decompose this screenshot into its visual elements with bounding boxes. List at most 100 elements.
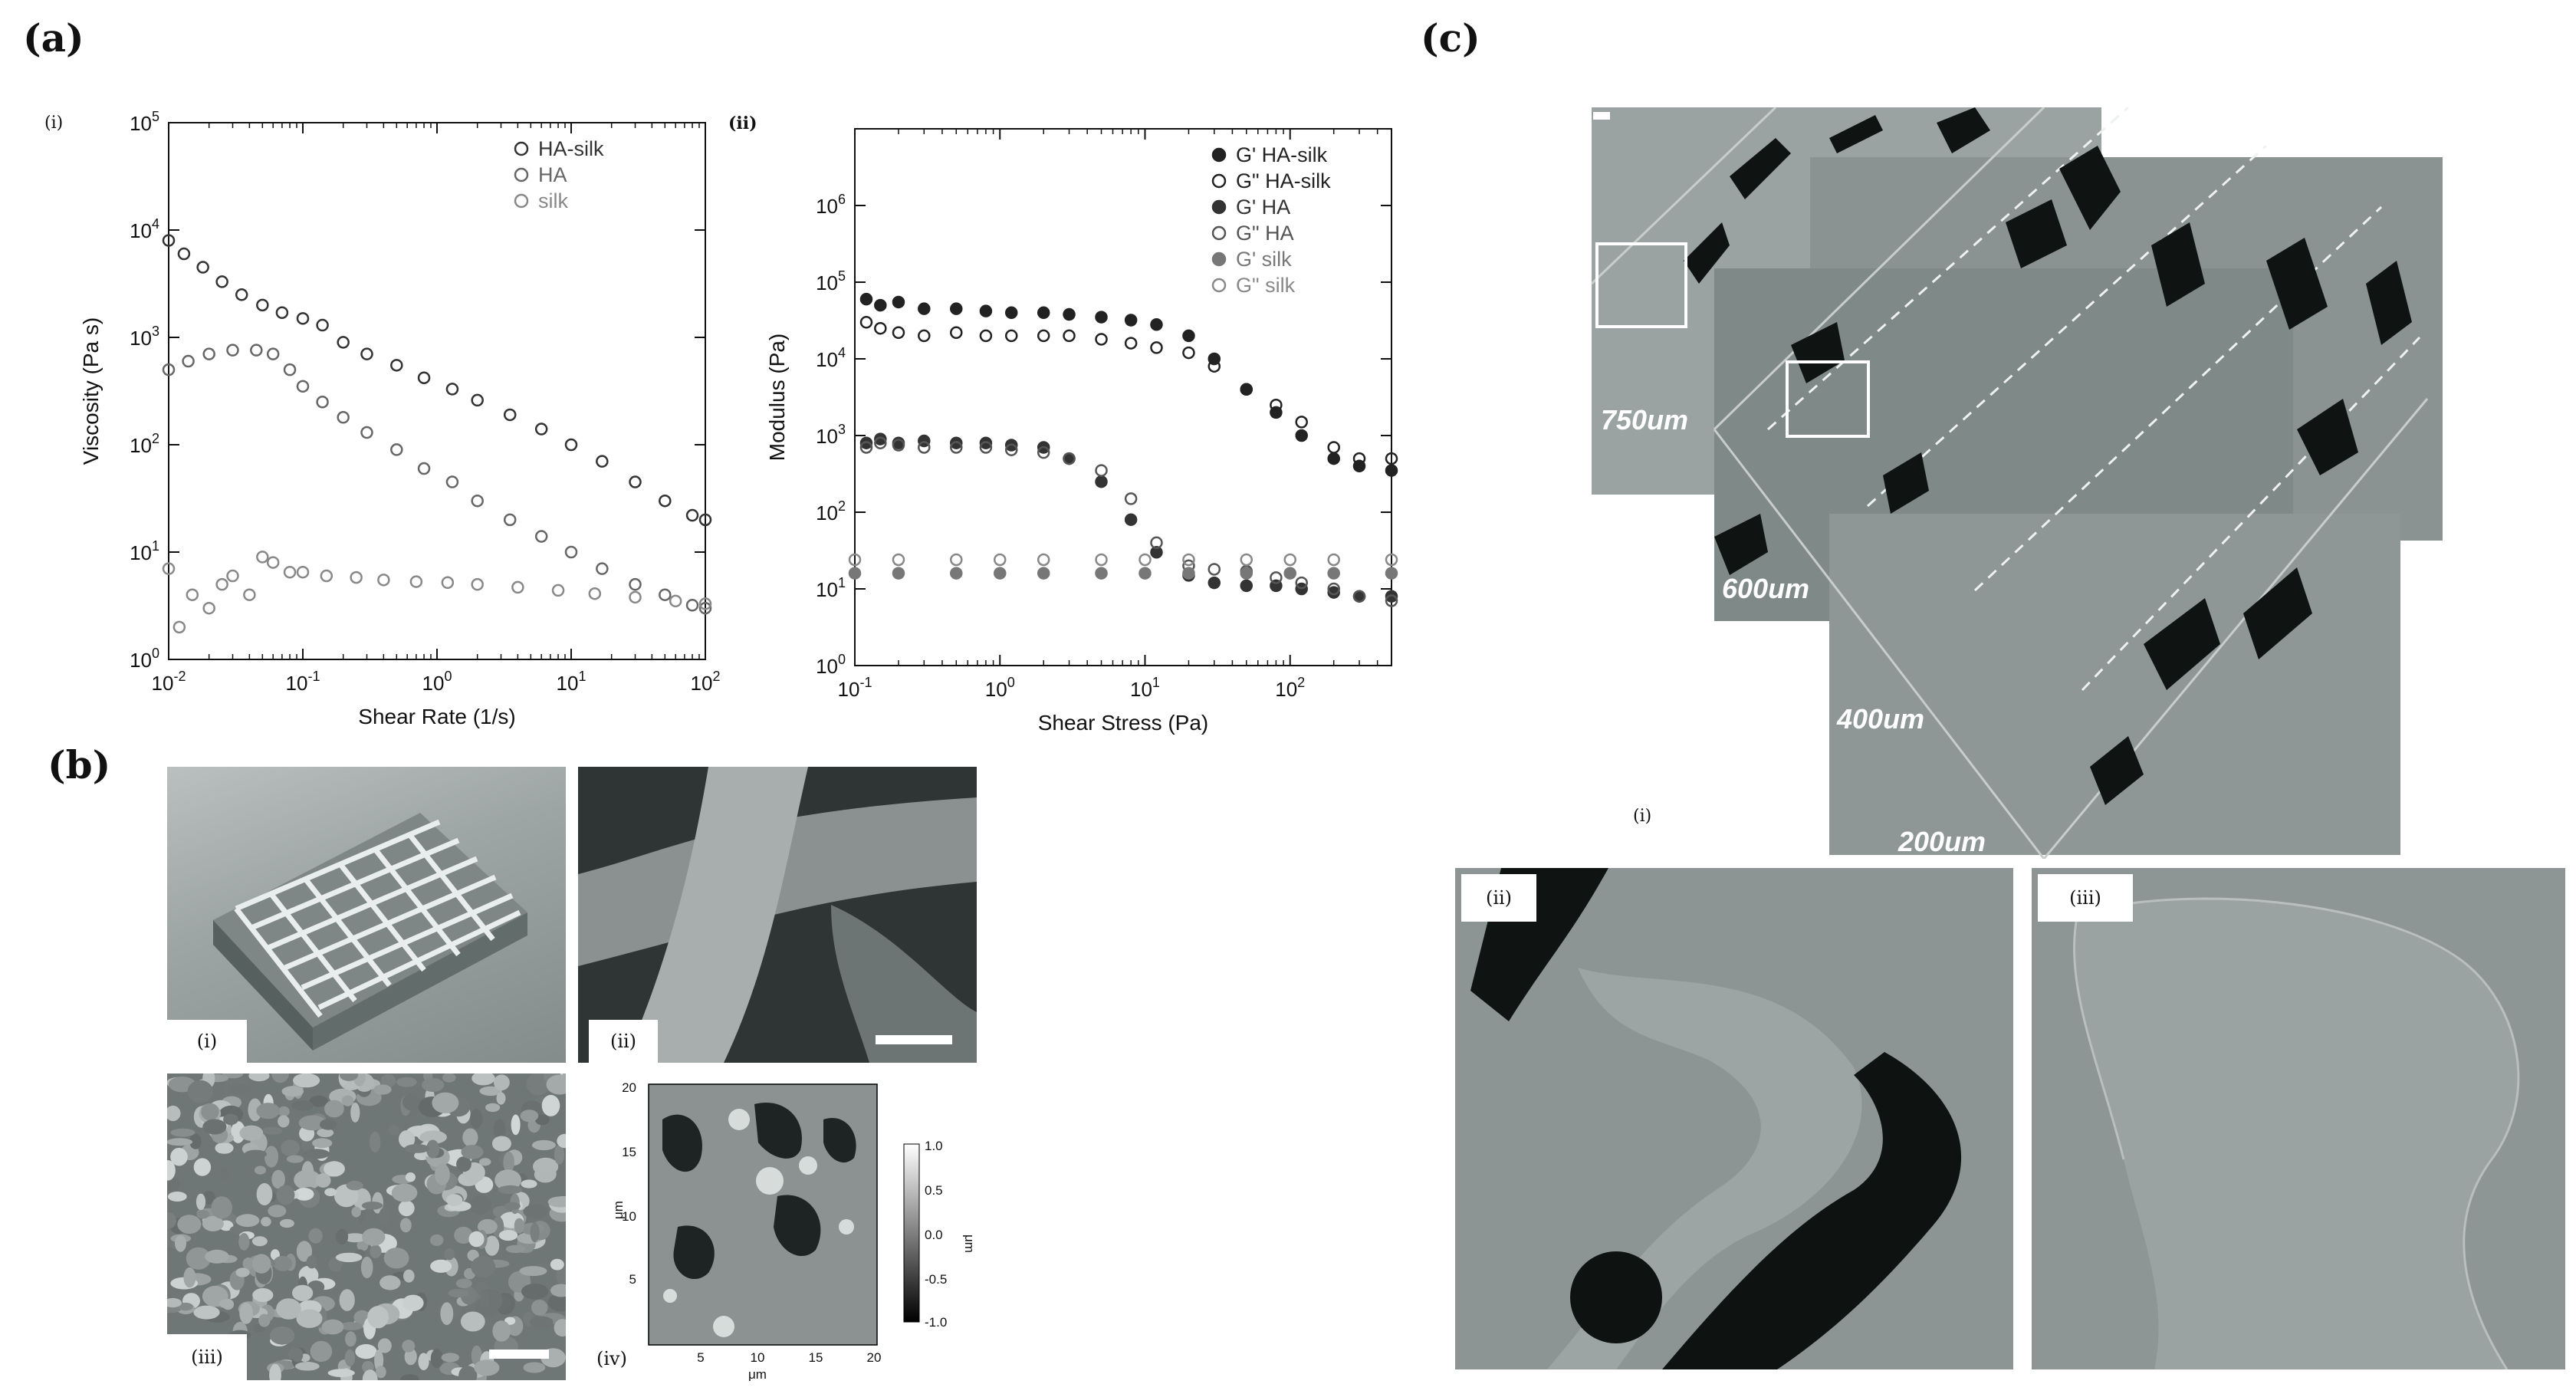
grain [248,1073,270,1082]
grain [360,1256,373,1279]
data-point [1150,546,1163,559]
data-point [874,432,887,445]
grain [291,1100,314,1111]
grain [219,1299,232,1308]
grain [339,1289,355,1311]
grain [258,1313,271,1327]
grain [554,1145,565,1165]
x-tick-label: 10-1 [286,669,320,695]
afm-ylabel: μm [611,1201,626,1219]
grain [455,1278,472,1289]
lattice-scaffold-graphic [213,813,527,1050]
grain [554,1319,566,1337]
panel-b-i-label: (i) [167,1020,247,1063]
grain [380,1074,396,1088]
grain [494,1074,510,1090]
grain [471,1345,482,1366]
grain [202,1119,227,1135]
afm-ytick: 15 [622,1145,636,1159]
grain [298,1115,327,1131]
data-point [1352,452,1366,465]
data-point [250,344,263,357]
data-point [1063,307,1076,321]
grain [446,1194,463,1206]
data-point [1095,475,1108,488]
x-axis-label: Shear Stress (Pa) [1038,711,1209,735]
data-point [1327,452,1340,465]
grain [201,1103,219,1121]
grain [183,1267,196,1288]
panel-b-iii-label: (iii) [167,1334,247,1380]
data-point [950,567,963,580]
data-point [177,247,191,261]
grain [278,1106,290,1117]
grain [273,1255,293,1271]
grain [320,1119,337,1130]
data-point [1037,567,1050,580]
x-axis-label: Shear Rate (1/s) [358,705,515,728]
panel-c-ii-label: (ii) [1461,874,1536,922]
data-point [182,354,195,368]
data-point [564,438,578,452]
grain [377,1338,392,1353]
data-point [390,443,403,456]
y-tick-label: 102 [130,431,159,457]
filament-crossing-graphic [578,767,977,1063]
data-point [918,329,931,343]
data-point [162,234,176,247]
x-tick-label: 10-1 [838,675,872,701]
data-point [1385,594,1398,607]
grain [215,1142,234,1154]
data-point [1327,586,1340,599]
panel-a-i-label: (i) [44,113,64,133]
data-point [360,347,373,360]
legend-entry: HA [538,163,567,186]
grain [504,1202,521,1211]
grain [281,1139,300,1156]
grain [430,1349,444,1369]
data-point [1037,445,1050,459]
grain [472,1073,495,1086]
mosaic-graphic: 750um 600um 400um 200um [1590,106,2443,860]
data-point [215,577,228,591]
grain [498,1230,518,1241]
data-point [235,288,248,301]
grain [278,1115,290,1128]
grain [276,1298,301,1320]
data-point [445,475,459,488]
cell-micrograph-iii: (iii) [2032,868,2565,1369]
panel-label-a: (a) [23,15,84,61]
grain [355,1344,377,1359]
data-point [417,462,431,475]
y-tick-label: 105 [130,109,159,135]
grain [530,1222,540,1243]
grain [534,1166,557,1183]
grain [268,1205,287,1218]
data-point [1240,579,1254,593]
data-point [659,588,672,601]
grain [361,1202,383,1210]
colorbar-label: μm [962,1235,977,1253]
grain [296,1241,312,1262]
grain [312,1138,333,1149]
data-point [1385,452,1398,465]
y-tick-label: 100 [816,652,846,678]
afm-xlabel: μm [748,1367,767,1382]
data-point [551,584,565,597]
grain [546,1074,566,1095]
afm-height-map: 1.0 0.5 0.0 -0.5 -1.0 μm 5 10 15 20 μm 5… [611,1080,977,1382]
data-point [859,441,873,454]
afm-ytick: 10 [622,1209,636,1224]
colorbar-tick: 0.0 [925,1228,943,1242]
legend-marker [1211,225,1227,241]
grain [523,1204,549,1219]
data-point [503,408,517,422]
grain [187,1080,213,1103]
grain [310,1340,333,1363]
grain [324,1188,337,1196]
data-point [266,556,280,569]
grain [405,1172,416,1182]
grain [468,1231,485,1248]
grain [435,1163,450,1185]
data-point [1124,492,1138,505]
